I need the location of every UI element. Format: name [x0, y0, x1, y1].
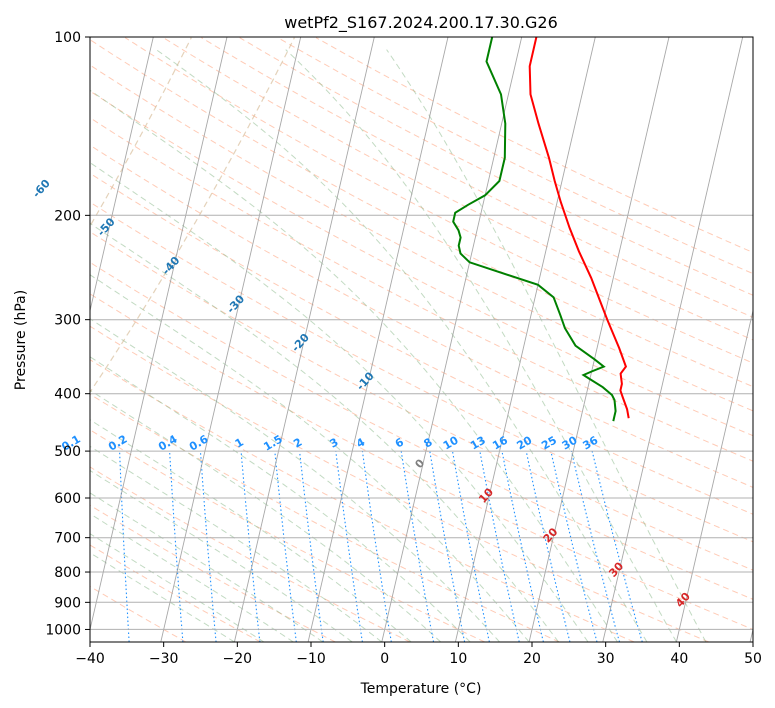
x-tick-label: −40 — [75, 651, 105, 667]
isotherm-line — [90, 37, 228, 632]
temperature-profile-line — [528, 37, 630, 419]
mixing-ratio-line — [479, 450, 520, 642]
grid-lines — [90, 37, 753, 642]
y-tick-label: 500 — [54, 444, 81, 460]
dry-adiabat-line — [90, 39, 753, 388]
isotherm-line — [602, 37, 744, 642]
chart-title: wetPf2_S167.2024.200.17.30.G26 — [284, 13, 558, 33]
y-axis-label: Pressure (hPa) — [13, 290, 29, 390]
isotherm-line — [675, 308, 753, 642]
moist-adiabat-line — [90, 492, 324, 642]
isotherm-line — [454, 37, 596, 642]
moist-adiabat-line — [90, 419, 412, 642]
dry-adiabat-line — [90, 261, 753, 600]
moist-adiabat-line — [90, 274, 530, 642]
series-lines — [452, 37, 630, 422]
dry-adiabat-line — [124, 37, 753, 364]
moist-adiabat-line — [90, 222, 559, 642]
mixing-ratio-line — [240, 451, 261, 642]
dry-adiabat-line — [90, 117, 753, 462]
dry-adiabat-line — [90, 64, 753, 412]
y-tick-label: 700 — [54, 531, 81, 547]
isotherm-line — [90, 37, 154, 313]
mixing-ratio-line — [199, 451, 217, 642]
y-tick-label: 600 — [54, 491, 81, 507]
dry-adiabat-line — [90, 325, 709, 642]
dry-adiabat-line — [90, 393, 560, 642]
mixing-ratio-line — [361, 451, 392, 642]
dry-adiabat-line — [90, 144, 753, 488]
mixing-ratio-line — [299, 451, 324, 642]
x-tick-label: 10 — [449, 651, 467, 667]
reference-lines — [90, 37, 753, 642]
isotherm-line — [160, 37, 302, 642]
moist-adiabat-line — [90, 389, 442, 642]
isotherm-line — [307, 37, 449, 642]
x-tick-label: 0 — [380, 651, 389, 667]
moist-adiabat-line — [90, 469, 353, 642]
x-tick-label: 40 — [670, 651, 688, 667]
moist-adiabat-line — [90, 445, 383, 642]
y-tick-label: 400 — [54, 387, 81, 403]
y-tick-label: 300 — [54, 313, 81, 329]
mixing-ratio-line — [570, 450, 621, 642]
mixing-ratio-line — [274, 451, 297, 642]
y-tick-label: 800 — [54, 565, 81, 581]
moist-adiabat-line — [90, 318, 500, 642]
x-tick-label: −10 — [296, 651, 326, 667]
moist-adiabat-line — [90, 162, 589, 642]
x-axis-label: Temperature (°C) — [360, 681, 482, 697]
x-tick-label: 50 — [744, 651, 762, 667]
moist-adiabat-line — [155, 49, 648, 642]
mixing-ratio-line — [501, 450, 544, 642]
frost-point-line — [90, 37, 295, 394]
mixing-ratio-line — [335, 451, 363, 642]
x-tick-label: 20 — [523, 651, 541, 667]
plot-frame — [89, 36, 754, 643]
y-tick-label: 200 — [54, 208, 81, 224]
y-tick-label: 900 — [54, 595, 81, 611]
moist-adiabat-line — [386, 49, 707, 642]
x-tick-label: −30 — [149, 651, 179, 667]
mixing-ratio-line — [451, 451, 490, 642]
mixing-ratio-line — [550, 450, 598, 642]
moist-adiabat-line — [90, 89, 618, 642]
dry-adiabat-line — [90, 504, 336, 642]
mixing-ratio-line — [429, 451, 466, 642]
isotherm-line — [233, 37, 375, 642]
y-tick-label: 1000 — [45, 622, 81, 638]
moist-adiabat-line — [285, 49, 677, 642]
x-tick-label: −20 — [223, 651, 253, 667]
dry-adiabat-line — [90, 201, 753, 543]
dry-adiabat-line — [90, 90, 753, 437]
isotherm-line — [381, 37, 523, 642]
moist-adiabat-line — [90, 356, 471, 642]
y-axis-ticks: 100 200 300 400 500 600 700 800 900 1000 — [45, 30, 90, 638]
y-tick-label: 100 — [54, 30, 81, 46]
mixing-ratio-line — [525, 450, 571, 642]
isotherm-line — [528, 37, 670, 642]
dewpoint-profile-line — [452, 37, 617, 422]
x-tick-label: 30 — [597, 651, 615, 667]
x-axis-ticks: −40 −30 −20 −10 0 10 20 30 40 50 — [75, 642, 762, 667]
